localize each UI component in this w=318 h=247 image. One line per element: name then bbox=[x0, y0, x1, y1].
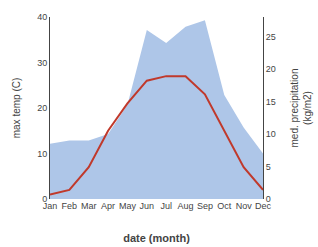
svg-text:15: 15 bbox=[266, 97, 276, 107]
svg-text:May: May bbox=[119, 201, 137, 211]
svg-text:5: 5 bbox=[266, 162, 271, 172]
svg-text:Oct: Oct bbox=[217, 201, 232, 211]
svg-text:0: 0 bbox=[266, 194, 271, 204]
svg-text:Jan: Jan bbox=[43, 201, 58, 211]
svg-text:Apr: Apr bbox=[101, 201, 115, 211]
svg-text:10: 10 bbox=[37, 149, 47, 159]
svg-text:date (month): date (month) bbox=[123, 232, 190, 244]
svg-text:25: 25 bbox=[266, 32, 276, 42]
svg-text:10: 10 bbox=[266, 129, 276, 139]
svg-text:40: 40 bbox=[37, 12, 47, 22]
svg-text:Mar: Mar bbox=[81, 201, 97, 211]
svg-text:Aug: Aug bbox=[178, 201, 194, 211]
svg-text:Sep: Sep bbox=[197, 201, 213, 211]
svg-text:max temp (C): max temp (C) bbox=[11, 78, 22, 139]
svg-text:0: 0 bbox=[42, 194, 47, 204]
svg-text:Nov: Nov bbox=[236, 201, 253, 211]
svg-text:30: 30 bbox=[37, 58, 47, 68]
svg-text:med. precipitation(kg/m2): med. precipitation(kg/m2) bbox=[289, 69, 313, 148]
svg-text:Jun: Jun bbox=[140, 201, 155, 211]
svg-text:Feb: Feb bbox=[62, 201, 78, 211]
svg-text:Jul: Jul bbox=[160, 201, 172, 211]
svg-text:20: 20 bbox=[37, 103, 47, 113]
svg-text:20: 20 bbox=[266, 64, 276, 74]
svg-text:Dec: Dec bbox=[255, 201, 272, 211]
